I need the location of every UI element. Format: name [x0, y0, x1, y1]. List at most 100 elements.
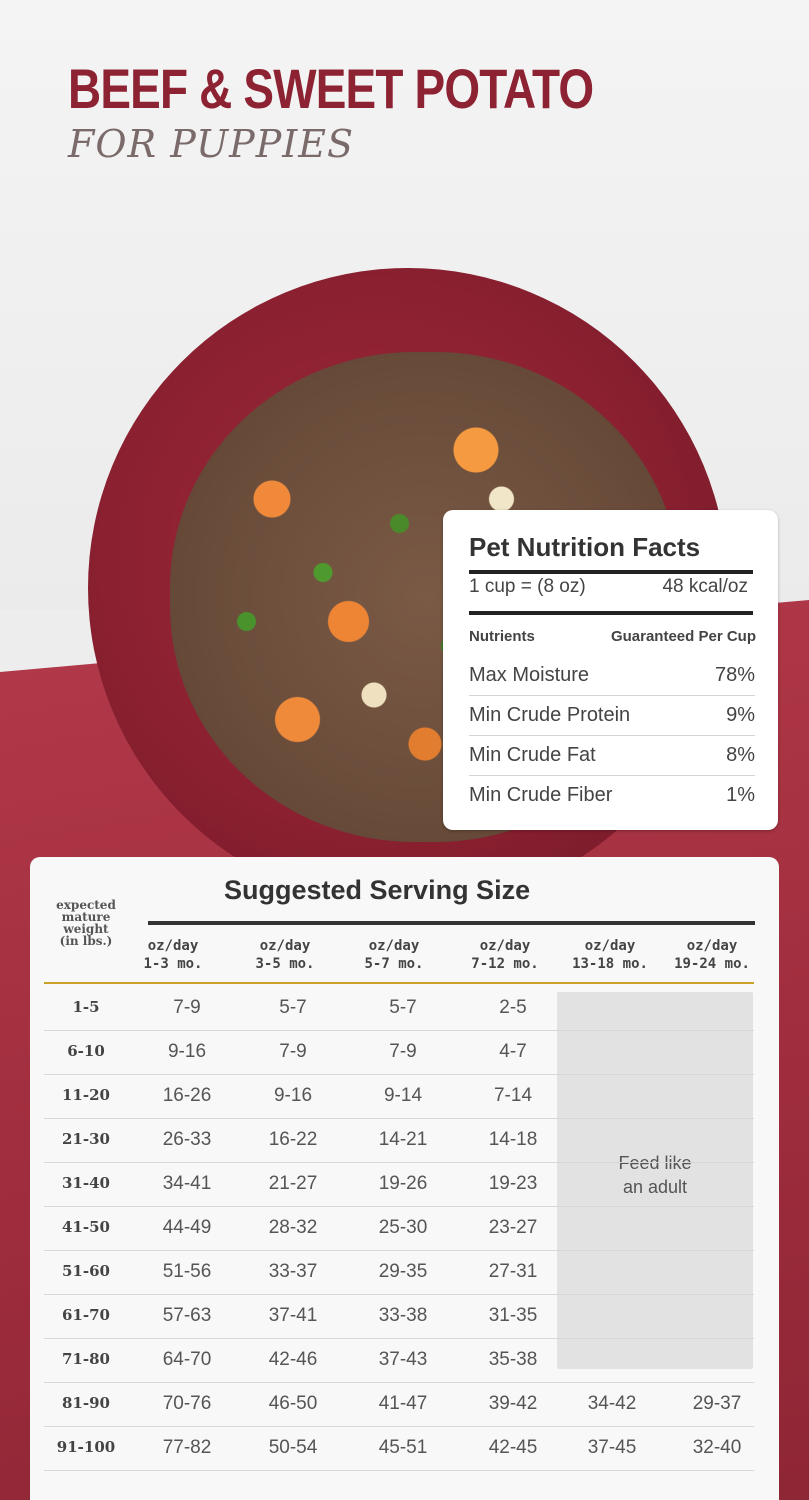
serving-cell: 5-7	[389, 997, 417, 1018]
nutrient-value: 9%	[726, 704, 755, 726]
serving-cell: 28-32	[268, 1217, 318, 1238]
serving-cell: 34-41	[162, 1173, 212, 1194]
guaranteed-header: Guaranteed Per Cup	[610, 628, 756, 645]
serving-cell: 35-38	[488, 1349, 538, 1370]
serving-cell: 70-76	[162, 1393, 212, 1414]
table-row: 11-20 16-26 9-16 9-14 7-14	[44, 1075, 754, 1119]
serving-cell: 9-16	[167, 1041, 207, 1062]
serving-cell: 44-49	[162, 1217, 212, 1238]
age-column-header: oz/day 7-12 mo.	[471, 938, 539, 972]
serving-cell: 39-42	[488, 1393, 538, 1414]
serving-cell: 7-14	[493, 1085, 533, 1106]
weight-cell: 31-40	[62, 1174, 110, 1192]
serving-cell: 42-45	[488, 1437, 538, 1458]
serving-cell: 27-31	[488, 1261, 538, 1282]
nutrients-header: Nutrients	[469, 628, 535, 645]
serving-cell: 19-23	[488, 1173, 538, 1194]
serving-size-panel: Suggested Serving Size expected mature w…	[30, 857, 779, 1500]
serving-cell: 29-35	[378, 1261, 428, 1282]
table-row: 71-80 64-70 42-46 37-43 35-38	[44, 1339, 754, 1383]
nutrition-divider	[469, 611, 753, 615]
weight-cell: 21-30	[62, 1130, 110, 1148]
serving-cell: 42-46	[268, 1349, 318, 1370]
product-title: BEEF & SWEET POTATO	[68, 57, 594, 120]
table-row: 31-40 34-41 21-27 19-26 19-23	[44, 1163, 754, 1207]
weight-cell: 6-10	[67, 1042, 105, 1060]
feed-like-adult-box	[557, 992, 753, 1369]
serving-cell: 77-82	[162, 1437, 212, 1458]
serving-cell: 32-40	[692, 1437, 742, 1458]
feed-like-adult-note: Feed like an adult	[618, 1153, 692, 1197]
age-column-header: oz/day 3-5 mo.	[255, 938, 315, 972]
serving-size-title: Suggested Serving Size	[224, 875, 531, 905]
serving-cell: 57-63	[162, 1305, 212, 1326]
serving-cell: 29-37	[692, 1393, 742, 1414]
weight-cell: 41-50	[62, 1218, 110, 1236]
nutrition-divider	[469, 570, 753, 574]
weight-cell: 1-5	[72, 998, 100, 1016]
table-row: 61-70 57-63 37-41 33-38 31-35	[44, 1295, 754, 1339]
calories-text: 48 kcal/oz	[662, 576, 748, 597]
nutrient-name: Min Crude Fat	[469, 744, 596, 766]
serving-cell: 46-50	[268, 1393, 318, 1414]
age-column-header: oz/day 19-24 mo.	[674, 938, 750, 972]
serving-cell: 4-7	[499, 1041, 527, 1062]
serving-cell: 31-35	[488, 1305, 538, 1326]
nutrient-name: Max Moisture	[469, 664, 590, 686]
header-gold-rule	[44, 982, 754, 984]
serving-cell: 34-42	[587, 1393, 637, 1414]
table-row: 6-10 9-16 7-9 7-9 4-7	[44, 1031, 754, 1075]
weight-cell: 61-70	[62, 1306, 110, 1324]
serving-cell: 14-18	[488, 1129, 538, 1150]
weight-cell: 91-100	[56, 1438, 116, 1456]
table-row: 41-50 44-49 28-32 25-30 23-27	[44, 1207, 754, 1251]
serving-cell: 21-27	[268, 1173, 318, 1194]
weight-cell: 71-80	[62, 1350, 110, 1368]
serving-size-text: 1 cup = (8 oz)	[469, 576, 586, 597]
serving-cell: 45-51	[378, 1437, 428, 1458]
serving-cell: 5-7	[279, 997, 307, 1018]
serving-cell: 9-16	[273, 1085, 313, 1106]
serving-cell: 7-9	[389, 1041, 417, 1062]
table-row: 91-100 77-82 50-54 45-51 42-45 37-45 32-40	[44, 1427, 754, 1471]
serving-cell: 41-47	[378, 1393, 428, 1414]
nutrient-value: 1%	[726, 784, 755, 806]
serving-cell: 64-70	[162, 1349, 212, 1370]
serving-cell: 2-5	[499, 997, 527, 1018]
nutrient-row: Min Crude Fat 8%	[469, 736, 755, 776]
serving-cell: 37-43	[378, 1349, 428, 1370]
serving-cell: 16-22	[268, 1129, 318, 1150]
serving-cell: 14-21	[378, 1129, 428, 1150]
age-column-header: oz/day 13-18 mo.	[572, 938, 648, 972]
nutrient-row: Min Crude Fiber 1%	[469, 776, 755, 816]
serving-cell: 9-14	[383, 1085, 423, 1106]
serving-cell: 26-33	[162, 1129, 212, 1150]
product-subtitle: FOR PUPPIES	[68, 122, 355, 166]
nutrient-value: 8%	[726, 744, 755, 766]
serving-cell: 23-27	[488, 1217, 538, 1238]
serving-cell: 37-41	[268, 1305, 318, 1326]
serving-cell: 7-9	[279, 1041, 307, 1062]
serving-cell: 37-45	[587, 1437, 637, 1458]
table-row: 51-60 51-56 33-37 29-35 27-31	[44, 1251, 754, 1295]
serving-cell: 19-26	[378, 1173, 428, 1194]
serving-cell: 16-26	[162, 1085, 212, 1106]
serving-title-rule	[148, 921, 755, 925]
table-row: 1-5 7-9 5-7 5-7 2-5	[44, 987, 754, 1031]
age-column-header: oz/day 5-7 mo.	[364, 938, 424, 972]
nutrient-name: Min Crude Protein	[469, 704, 631, 726]
weight-cell: 81-90	[62, 1394, 110, 1412]
serving-cell: 50-54	[268, 1437, 318, 1458]
serving-cell: 33-38	[378, 1305, 428, 1326]
nutrient-value: 78%	[714, 664, 755, 686]
serving-cell: 51-56	[162, 1261, 212, 1282]
age-column-header: oz/day 1-3 mo.	[143, 938, 203, 972]
weight-cell: 11-20	[62, 1086, 110, 1104]
table-row: 21-30 26-33 16-22 14-21 14-18	[44, 1119, 754, 1163]
weight-cell: 51-60	[62, 1262, 110, 1280]
nutrient-row: Min Crude Protein 9%	[469, 696, 755, 736]
serving-cell: 25-30	[378, 1217, 428, 1238]
serving-cell: 7-9	[173, 997, 201, 1018]
table-row: 81-90 70-76 46-50 41-47 39-42 34-42 29-37	[44, 1383, 754, 1427]
nutrient-row: Max Moisture 78%	[469, 656, 755, 696]
